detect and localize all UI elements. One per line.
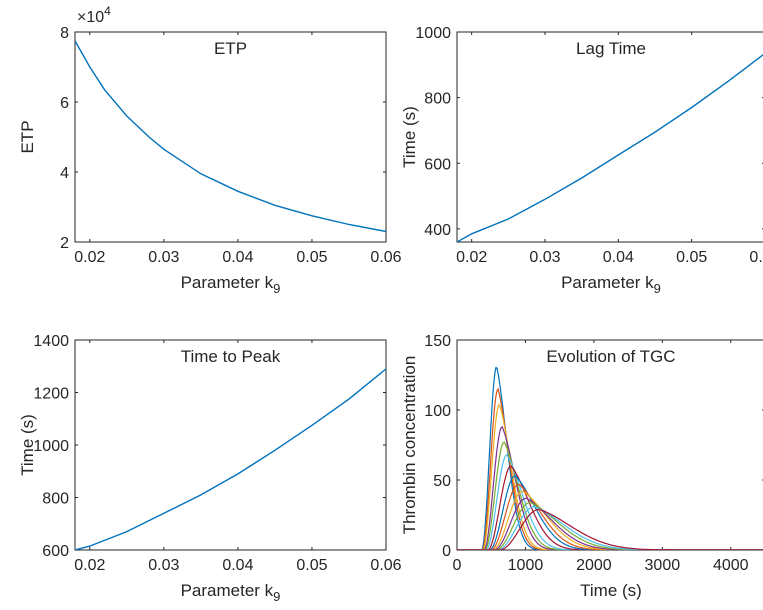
series-line-13 bbox=[457, 505, 763, 550]
x-tick-label: 1000 bbox=[508, 557, 544, 574]
subplot-3: 0.02 0.03 0.04 0.05 0.06 600 800 1000 1200 1400 Ti… bbox=[18, 333, 402, 604]
y-tick-label: 6 bbox=[60, 95, 69, 112]
x-tick-label: 0 bbox=[453, 557, 462, 574]
y-axis-label: Time (s) bbox=[400, 106, 419, 168]
series-line-12 bbox=[457, 501, 763, 550]
plot-area bbox=[74, 339, 387, 551]
subplot-2: 0.02 0.03 0.04 0.05 0.06 400 600 800 1000 Lag Tim… bbox=[400, 25, 763, 296]
series-line-6 bbox=[457, 454, 763, 550]
subplot-1: 0.02 0.03 0.04 0.05 0.06 2 4 6 8 ETP Parameter k9 E… bbox=[18, 4, 402, 296]
y-tick-label: 0 bbox=[442, 543, 451, 560]
x-tick-label: 0.02 bbox=[456, 249, 487, 266]
series-line-5 bbox=[457, 441, 763, 550]
subplot-title: Time to Peak bbox=[181, 347, 281, 366]
x-tick-label: 2000 bbox=[576, 557, 612, 574]
plot-area bbox=[74, 31, 387, 243]
x-axis-label: Parameter k9 bbox=[181, 581, 281, 604]
y-tick-label: 1200 bbox=[33, 386, 69, 403]
series-line-11 bbox=[457, 497, 763, 550]
x-tick-label: 0.05 bbox=[296, 249, 327, 266]
x-tick-label: 0.05 bbox=[296, 557, 327, 574]
x-axis-label: Time (s) bbox=[580, 581, 642, 600]
y-tick-label: 2 bbox=[60, 235, 69, 252]
x-tick-label: 3000 bbox=[645, 557, 681, 574]
x-tick-label: 0.03 bbox=[529, 249, 560, 266]
y-tick-label: 4 bbox=[60, 165, 69, 182]
y-axis-label: ETP bbox=[18, 120, 37, 153]
x-tick-label: 0.04 bbox=[603, 249, 634, 266]
y-tick-label: 600 bbox=[42, 543, 69, 560]
x-tick-label: 0.03 bbox=[148, 249, 179, 266]
x-tick-label: 0.06 bbox=[370, 557, 401, 574]
subplot-title: Evolution of TGC bbox=[546, 347, 675, 366]
x-tick-label: 0.04 bbox=[222, 249, 253, 266]
series-line-14 bbox=[457, 508, 763, 550]
subplot-title: ETP bbox=[214, 39, 247, 58]
series-line bbox=[457, 53, 763, 242]
x-axis-label-subscript: 9 bbox=[273, 589, 280, 604]
subplot-title: Lag Time bbox=[576, 39, 646, 58]
y-tick-label: 50 bbox=[433, 473, 451, 490]
series-line-4 bbox=[457, 425, 763, 550]
x-tick-label: 0.06 bbox=[749, 249, 763, 266]
y-tick-label: 400 bbox=[424, 222, 451, 239]
y-tick-label: 8 bbox=[60, 25, 69, 42]
y-tick-label: 150 bbox=[424, 333, 451, 350]
series-line bbox=[75, 40, 386, 233]
x-axis-label: Parameter k9 bbox=[561, 273, 661, 296]
x-tick-label: 0.06 bbox=[370, 249, 401, 266]
y-axis-multiplier-exponent: 4 bbox=[104, 4, 111, 18]
y-tick-label: 1000 bbox=[415, 25, 451, 42]
series-line bbox=[75, 368, 386, 550]
y-axis-multiplier: ×104 bbox=[77, 4, 111, 26]
x-tick-label: 0.02 bbox=[74, 557, 105, 574]
y-axis-label: Thrombin concentration bbox=[400, 356, 419, 535]
y-tick-label: 100 bbox=[424, 403, 451, 420]
y-tick-label: 1000 bbox=[33, 438, 69, 455]
x-tick-label: 0.04 bbox=[222, 557, 253, 574]
series-line-7 bbox=[457, 465, 763, 550]
y-axis-label: Time (s) bbox=[18, 414, 37, 476]
x-tick-label: 0.05 bbox=[676, 249, 707, 266]
y-tick-label: 600 bbox=[424, 156, 451, 173]
x-axis-label: Parameter k9 bbox=[181, 273, 281, 296]
y-tick-label: 800 bbox=[424, 91, 451, 108]
plot-area bbox=[456, 31, 763, 243]
x-axis-label-subscript: 9 bbox=[273, 281, 280, 296]
x-axis-label-subscript: 9 bbox=[654, 281, 661, 296]
x-tick-label: 0.02 bbox=[74, 249, 105, 266]
x-tick-label: 4000 bbox=[713, 557, 749, 574]
y-tick-label: 1400 bbox=[33, 333, 69, 350]
x-tick-label: 0.03 bbox=[148, 557, 179, 574]
y-tick-label: 800 bbox=[42, 491, 69, 508]
subplot-4: 0 1000 2000 3000 4000 0 50 100 150 Evolution of T… bbox=[400, 333, 763, 600]
series-line-8 bbox=[457, 475, 763, 550]
